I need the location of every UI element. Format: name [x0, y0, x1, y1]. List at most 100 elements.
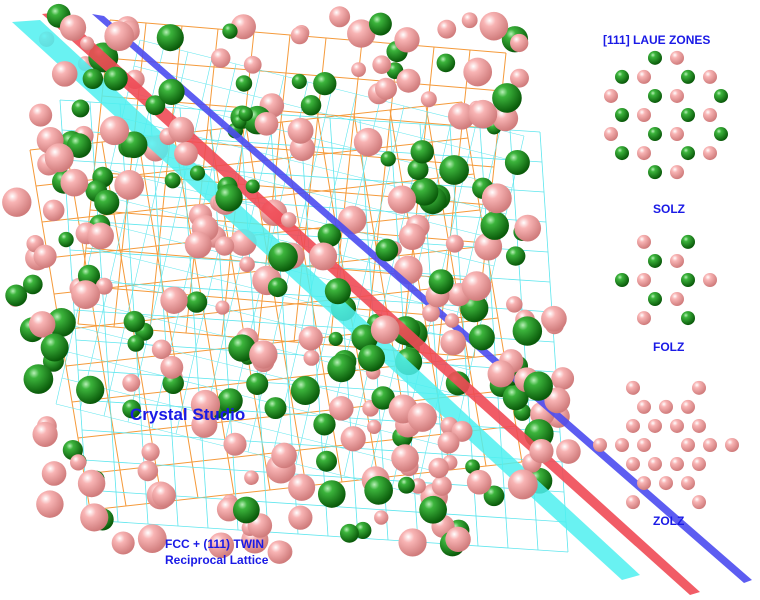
atom-pink	[99, 115, 130, 146]
atom-pink	[191, 411, 218, 438]
atom-pink	[420, 91, 437, 108]
atom-pink	[347, 19, 376, 48]
atom-pink	[190, 389, 221, 420]
atom-pink	[551, 367, 575, 390]
atom-green	[158, 78, 185, 105]
atom-pink	[422, 304, 440, 322]
atom-pink	[249, 340, 278, 369]
atom-green	[58, 231, 74, 248]
atom-pink	[351, 62, 366, 78]
atom-green	[22, 274, 43, 295]
atom-pink	[329, 6, 351, 28]
atom-pink	[637, 476, 651, 491]
atom-pink	[51, 61, 78, 87]
atom-green	[681, 69, 695, 84]
atom-pink	[692, 457, 706, 472]
atom-green	[120, 131, 148, 159]
zone-label-solz: SOLZ	[653, 202, 685, 216]
atom-pink	[670, 88, 684, 103]
plane-cyan	[12, 20, 640, 580]
atom-green	[505, 246, 526, 266]
atom-pink	[604, 127, 618, 142]
atom-pink	[670, 418, 684, 433]
atom-pink	[271, 442, 297, 469]
atom-green	[40, 333, 69, 362]
atom-pink	[80, 503, 109, 532]
atom-green	[238, 106, 253, 122]
atom-green	[103, 66, 128, 91]
atom-pink	[281, 212, 297, 228]
atom-pink	[59, 14, 87, 41]
atom-pink	[659, 476, 673, 491]
atom-pink	[208, 532, 235, 559]
atom-pink	[544, 387, 571, 414]
atom-green	[290, 375, 320, 406]
atom-green	[66, 133, 92, 158]
atom-pink	[328, 396, 354, 421]
atom-green	[313, 71, 337, 96]
atom-pink	[141, 442, 160, 462]
atom-pink	[692, 380, 706, 395]
atom-pink	[431, 475, 452, 496]
atom-green	[439, 155, 469, 185]
atom-pink	[637, 108, 651, 122]
atoms-front	[2, 3, 581, 564]
atom-green	[615, 69, 629, 84]
atom-green	[94, 189, 120, 215]
atom-pink	[160, 286, 188, 314]
atom-pink	[387, 185, 416, 214]
atom-pink	[137, 460, 159, 482]
atom-green	[317, 223, 342, 248]
atom-pink	[461, 271, 492, 301]
atom-pink	[681, 476, 695, 491]
atom-green	[681, 273, 695, 287]
atom-pink	[481, 183, 512, 214]
atom-pink	[637, 146, 651, 161]
atom-pink	[703, 273, 717, 287]
atom-green	[648, 88, 662, 103]
atom-green	[222, 23, 238, 39]
atom-green	[681, 146, 695, 161]
atom-green	[428, 269, 454, 295]
atom-green	[245, 179, 260, 194]
atom-green	[681, 234, 695, 249]
lattice-line	[81, 285, 479, 320]
atom-pink	[114, 170, 145, 200]
atom-pink	[122, 373, 141, 392]
atom-pink	[440, 329, 466, 356]
lattice-line	[81, 429, 563, 463]
atom-green	[410, 140, 434, 164]
atom-green	[419, 495, 447, 524]
atom-pink	[670, 165, 684, 180]
atom-pink	[80, 36, 95, 51]
lattice-line	[133, 65, 519, 163]
caption-line1: FCC + (111) TWIN	[165, 537, 265, 551]
atom-pink	[445, 234, 464, 253]
atom-pink	[2, 187, 32, 217]
atom-pink	[445, 526, 471, 552]
atom-green	[324, 278, 351, 305]
atom-pink	[391, 444, 419, 472]
atom-green	[264, 397, 287, 420]
atom-pink	[394, 27, 420, 53]
atom-pink	[303, 349, 320, 366]
atom-pink	[670, 292, 684, 307]
atom-pink	[151, 339, 172, 360]
atom-green	[648, 253, 662, 268]
atom-green	[23, 364, 54, 394]
atom-pink	[44, 143, 74, 173]
atom-green	[215, 184, 243, 212]
atom-pink	[32, 421, 58, 447]
atom-pink	[111, 531, 135, 555]
atom-pink	[398, 223, 426, 250]
atom-pink	[42, 199, 65, 222]
atom-pink	[36, 490, 64, 518]
atom-green	[82, 68, 104, 90]
atom-pink	[444, 313, 460, 328]
atom-pink	[692, 418, 706, 433]
atom-pink	[593, 438, 607, 452]
atom-pink	[468, 99, 498, 129]
atom-pink	[366, 419, 382, 434]
atom-green	[217, 388, 243, 414]
